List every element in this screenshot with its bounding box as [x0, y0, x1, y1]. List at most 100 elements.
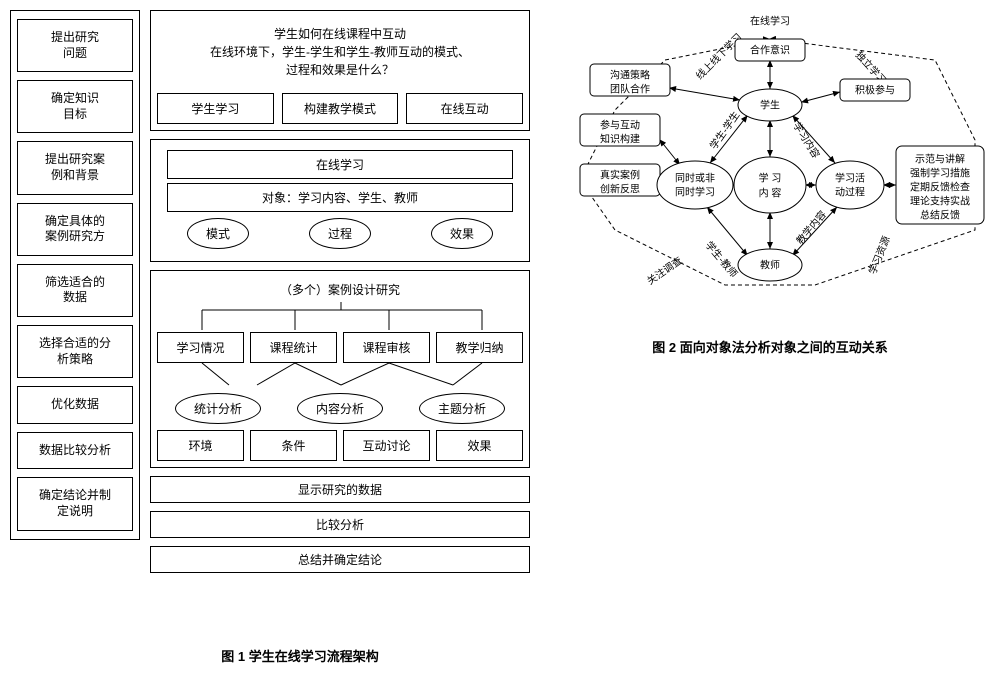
node-partint: 参与互动 知识构建	[580, 114, 660, 146]
fig2-caption: 图 2 面向对象法分析对象之间的互动关系	[555, 337, 985, 356]
svg-text:示范与讲解: 示范与讲解	[915, 153, 965, 166]
svg-text:团队合作: 团队合作	[610, 83, 650, 96]
svg-text:沟通策略: 沟通策略	[610, 69, 650, 82]
section3-row4b: 环境 条件 互动讨论 效果	[157, 430, 523, 461]
cell-label: 学生学习	[191, 102, 239, 116]
section3-ovals: 统计分析 内容分析 主题分析	[157, 393, 523, 424]
svg-text:真实案例: 真实案例	[600, 169, 640, 182]
caption-text: 图 2 面向对象法分析对象之间的互动关系	[652, 340, 887, 355]
oval-label: 统计分析	[194, 402, 242, 416]
svg-text:创新反思: 创新反思	[600, 183, 640, 196]
section3-title: （多个）案例设计研究	[157, 277, 523, 302]
edge-label: 教学内容	[793, 208, 829, 247]
left-box-label: 确定结论并制 定说明	[39, 488, 111, 518]
node-realcase: 真实案例 创新反思	[580, 164, 660, 196]
cell: 互动讨论	[343, 430, 430, 461]
node-rightcenter: 学习活 动过程	[816, 161, 884, 209]
node-student: 学生	[738, 89, 802, 121]
node-commstrat: 沟通策略 团队合作	[590, 64, 670, 96]
edge-label: 关注调查	[644, 254, 684, 288]
caption-text: 图 1 学生在线学习流程架构	[221, 649, 378, 664]
edge	[670, 88, 740, 100]
left-box: 提出研究案 例和背景	[17, 141, 133, 194]
section2-title: 在线学习	[167, 150, 513, 179]
node-coop: 合作意识	[735, 39, 805, 61]
cell: 学习情况	[157, 332, 244, 363]
node-label: 教师	[760, 259, 780, 272]
svg-text:同时学习: 同时学习	[675, 186, 715, 199]
oval-label: 过程	[328, 227, 352, 241]
svg-text:学 习: 学 习	[759, 172, 782, 185]
node-label: 积极参与	[855, 84, 895, 97]
left-box: 优化数据	[17, 386, 133, 424]
node-label: 学生	[760, 99, 780, 112]
cell-label: 环境	[188, 439, 212, 453]
fig1-header-row: 学生学习 构建教学模式 在线互动	[157, 93, 523, 124]
left-box-label: 提出研究 问题	[51, 30, 99, 60]
edge-label: 学习资源	[866, 234, 893, 276]
node-bigright: 示范与讲解 强制学习措施 定期反馈检查 理论支持实战 总结反馈	[896, 146, 984, 224]
edge-label: 学生-教师	[703, 239, 741, 281]
label: 显示研究的数据	[298, 483, 382, 497]
svg-text:定期反馈检查: 定期反馈检查	[910, 181, 970, 194]
header-text: 学生如何在线课程中互动 在线环境下，学生-学生和学生-教师互动的模式、 过程和效…	[210, 27, 470, 77]
cell: 条件	[250, 430, 337, 461]
edge	[660, 140, 680, 165]
cell: 效果	[436, 430, 523, 461]
cell: 环境	[157, 430, 244, 461]
oval: 内容分析	[297, 393, 383, 424]
left-box-label: 数据比较分析	[39, 443, 111, 457]
left-box: 选择合适的分 析策略	[17, 325, 133, 378]
svg-text:学习活: 学习活	[835, 172, 865, 185]
label: 对象：学习内容、学生、教师	[262, 191, 418, 205]
tree-lines-svg	[157, 302, 525, 332]
left-box-label: 确定具体的 案例研究方	[45, 214, 105, 244]
cell: 课程统计	[250, 332, 337, 363]
fig2-svg: 在线学习 线上线	[555, 10, 985, 330]
bottom-row: 显示研究的数据	[150, 476, 530, 503]
node-teacher: 教师	[738, 249, 802, 281]
label: 比较分析	[316, 518, 364, 532]
left-box: 提出研究 问题	[17, 19, 133, 72]
node-active: 积极参与	[840, 79, 910, 101]
section2-sub: 对象：学习内容、学生、教师	[167, 183, 513, 212]
edge	[802, 92, 840, 102]
cell-label: 条件	[281, 439, 305, 453]
cell-label: 互动讨论	[362, 439, 410, 453]
svg-text:知识构建: 知识构建	[600, 133, 640, 146]
oval: 过程	[309, 218, 371, 249]
section2-ovals: 模式 过程 效果	[157, 218, 523, 249]
cell: 课程审核	[343, 332, 430, 363]
oval-label: 效果	[450, 227, 474, 241]
bottom-row: 总结并确定结论	[150, 546, 530, 573]
node-center: 学 习 内 容	[734, 157, 806, 213]
svg-text:总结反馈: 总结反馈	[920, 209, 960, 222]
left-box-label: 优化数据	[51, 397, 99, 411]
oval-label: 内容分析	[316, 402, 364, 416]
fig1-caption: 图 1 学生在线学习流程架构	[110, 646, 490, 665]
cell-label: 教学归纳	[455, 341, 503, 355]
svg-text:参与互动: 参与互动	[600, 119, 640, 132]
label: （多个）案例设计研究	[280, 283, 400, 297]
section3-row4: 学习情况 课程统计 课程审核 教学归纳	[157, 332, 523, 363]
oval: 效果	[431, 218, 493, 249]
cell-label: 课程统计	[269, 341, 317, 355]
left-box: 数据比较分析	[17, 432, 133, 470]
header-cell: 构建教学模式	[282, 93, 399, 124]
node-leftcenter: 同时或非 同时学习	[657, 161, 733, 209]
oval: 主题分析	[419, 393, 505, 424]
cell-label: 学习情况	[176, 341, 224, 355]
edge-label: 学习内容	[790, 120, 822, 161]
cell: 教学归纳	[436, 332, 523, 363]
left-box: 筛选适合的 数据	[17, 264, 133, 317]
left-box: 确定知识 目标	[17, 80, 133, 133]
cell-label: 在线互动	[441, 102, 489, 116]
oval-label: 主题分析	[438, 402, 486, 416]
fig1-right-column: 学生如何在线课程中互动 在线环境下，学生-学生和学生-教师互动的模式、 过程和效…	[150, 10, 530, 581]
fig1-section3: （多个）案例设计研究 学习情况 课程统计 课程审核 教学归纳	[150, 270, 530, 468]
figure-2: 在线学习 线上线	[555, 10, 985, 356]
left-box-label: 提出研究案 例和背景	[45, 152, 105, 182]
cell-label: 课程审核	[362, 341, 410, 355]
label: 在线学习	[316, 158, 364, 172]
svg-text:动过程: 动过程	[835, 186, 865, 199]
